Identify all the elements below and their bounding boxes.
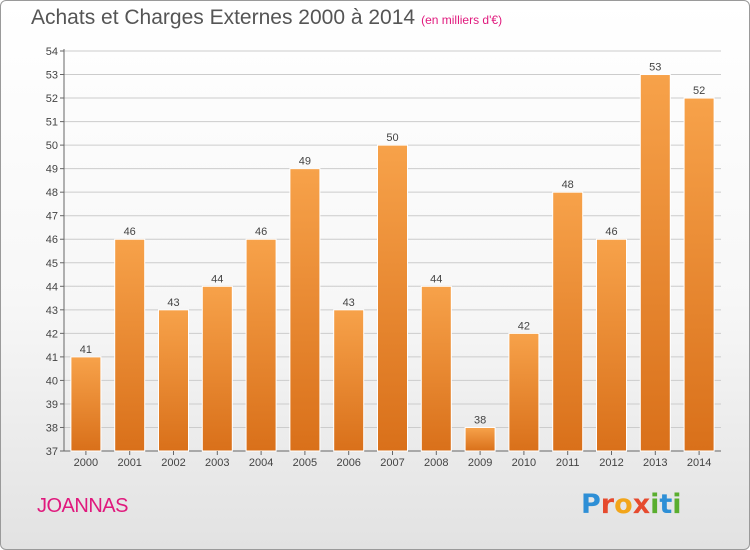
y-tick-label: 43 bbox=[46, 305, 58, 317]
logo-letter: x bbox=[632, 489, 651, 520]
logo-letter: o bbox=[614, 489, 633, 520]
chart-title: Achats et Charges Externes 2000 à 2014 (e… bbox=[31, 6, 502, 30]
bar bbox=[114, 238, 146, 452]
bar-value-label: 46 bbox=[255, 226, 267, 238]
y-tick-label: 54 bbox=[46, 46, 58, 58]
x-tick-label: 2011 bbox=[556, 457, 580, 469]
bar-value-label: 49 bbox=[299, 156, 311, 168]
bar-value-label: 48 bbox=[562, 179, 574, 191]
logo-letter: P bbox=[581, 489, 601, 520]
y-tick-label: 49 bbox=[46, 164, 58, 176]
y-tick-label: 46 bbox=[46, 234, 58, 246]
bar bbox=[333, 309, 365, 452]
x-tick-label: 2007 bbox=[380, 457, 404, 469]
logo-letter: i bbox=[672, 489, 682, 520]
bar-value-label: 38 bbox=[474, 414, 486, 426]
bar bbox=[596, 238, 627, 452]
bar bbox=[377, 144, 408, 452]
logo-letter: i bbox=[650, 489, 660, 520]
bar-value-label: 41 bbox=[80, 344, 92, 356]
bar-value-label: 52 bbox=[693, 85, 705, 97]
y-tick-label: 45 bbox=[46, 258, 58, 270]
bar-value-label: 53 bbox=[649, 62, 661, 74]
y-tick-label: 52 bbox=[46, 93, 58, 105]
y-tick-label: 42 bbox=[46, 328, 58, 340]
x-tick-label: 2014 bbox=[687, 457, 711, 469]
y-tick-label: 41 bbox=[46, 352, 58, 364]
y-tick-label: 47 bbox=[46, 211, 58, 223]
bar-value-label: 43 bbox=[167, 297, 179, 309]
y-tick-label: 44 bbox=[46, 281, 58, 293]
y-tick-label: 40 bbox=[46, 375, 58, 387]
chart-subtitle: (en milliers d'€) bbox=[421, 13, 503, 27]
y-tick-label: 50 bbox=[46, 140, 58, 152]
logo-letter: t bbox=[659, 489, 673, 520]
bar-value-label: 44 bbox=[211, 273, 223, 285]
bar bbox=[683, 97, 715, 452]
bar bbox=[201, 285, 233, 452]
bar bbox=[508, 332, 540, 452]
bar-value-label: 50 bbox=[386, 132, 398, 144]
y-tick-label: 38 bbox=[46, 422, 58, 434]
x-tick-label: 2010 bbox=[512, 457, 536, 469]
bar bbox=[639, 74, 671, 452]
bar bbox=[70, 356, 102, 452]
x-tick-label: 2006 bbox=[336, 457, 360, 469]
bar-value-label: 44 bbox=[430, 273, 442, 285]
bar bbox=[289, 168, 321, 452]
x-tick-label: 2012 bbox=[599, 457, 623, 469]
y-tick-label: 51 bbox=[46, 117, 58, 129]
bar bbox=[158, 309, 189, 452]
x-tick-label: 2003 bbox=[205, 457, 229, 469]
x-tick-label: 2004 bbox=[249, 457, 273, 469]
x-tick-label: 2005 bbox=[293, 457, 317, 469]
chart-title-text: Achats et Charges Externes 2000 à 2014 bbox=[31, 6, 416, 29]
bar-value-label: 46 bbox=[124, 226, 136, 238]
x-tick-label: 2013 bbox=[643, 457, 667, 469]
bar-value-label: 46 bbox=[605, 226, 617, 238]
bar-value-label: 43 bbox=[343, 297, 355, 309]
y-tick-label: 39 bbox=[46, 399, 58, 411]
proxiti-logo: Proxiti bbox=[581, 489, 682, 520]
y-tick-label: 53 bbox=[46, 70, 58, 82]
bar bbox=[245, 238, 277, 452]
commune-name: JOANNAS bbox=[37, 495, 128, 517]
y-tick-label: 48 bbox=[46, 187, 58, 199]
bar bbox=[464, 426, 496, 452]
logo-letter: r bbox=[600, 489, 615, 520]
x-tick-label: 2000 bbox=[74, 457, 98, 469]
bar bbox=[552, 191, 584, 452]
y-tick-label: 37 bbox=[46, 446, 58, 458]
x-tick-label: 2001 bbox=[117, 457, 141, 469]
x-tick-label: 2009 bbox=[468, 457, 492, 469]
bar bbox=[420, 285, 452, 452]
x-tick-label: 2002 bbox=[161, 457, 185, 469]
bar-value-label: 42 bbox=[518, 320, 530, 332]
x-tick-label: 2008 bbox=[424, 457, 448, 469]
